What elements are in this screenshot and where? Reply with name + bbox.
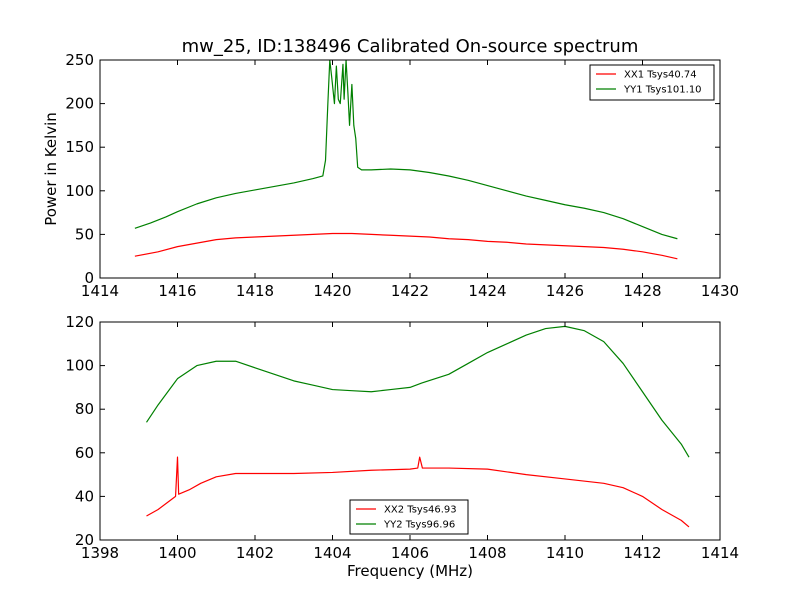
bottom-x-tick-label: 1406: [391, 544, 429, 562]
top-y-tick-label: 50: [75, 225, 94, 243]
bottom-legend-label-xx2: XX2 Tsys46.93: [384, 505, 457, 516]
top-y-tick-label: 0: [84, 269, 94, 287]
top-plot-title: mw_25, ID:138496 Calibrated On-source sp…: [182, 36, 639, 57]
bottom-x-tick-label: 1408: [468, 544, 506, 562]
bottom-plot: 1398 1400 1402 1404 1406 1408 1410 1412 1414 20 40…: [65, 313, 739, 580]
top-x-tick-label: 1422: [391, 282, 429, 300]
bottom-tick-group: 1398 1400 1402 1404 1406 1408 1410 1412 1414 20 40…: [65, 313, 739, 562]
top-legend-box: [589, 64, 715, 101]
top-x-tick-label: 1414: [81, 282, 119, 300]
bottom-y-tick-label: 120: [65, 313, 94, 331]
top-tick-group: 1414 1416 1418 1420 1422 1424 1426 1428 1430 0 50 1…: [65, 51, 739, 300]
bottom-series-line-1: [146, 325, 690, 458]
top-x-tick-label: 1420: [313, 282, 351, 300]
bottom-y-tick-label: 40: [75, 487, 94, 505]
top-y-tick-label: 250: [65, 51, 94, 69]
bottom-y-tick-label: 100: [65, 357, 94, 375]
bottom-legend-label-yy2: YY2 Tsys96.96: [383, 520, 455, 531]
top-legend: XX1 Tsys40.74 YY1 Tsys101.10: [589, 64, 715, 101]
top-y-axis-label: Power in Kelvin: [42, 112, 60, 226]
top-y-tick-label: 100: [65, 182, 94, 200]
top-plot: mw_25, ID:138496 Calibrated On-source sp…: [42, 36, 739, 300]
top-series-line-1: [134, 60, 678, 240]
top-series-line-0: [134, 232, 678, 260]
bottom-x-tick-label: 1402: [236, 544, 274, 562]
top-x-tick-label: 1430: [701, 282, 739, 300]
bottom-x-tick-label: 1400: [158, 544, 196, 562]
top-x-tick-label: 1418: [236, 282, 274, 300]
bottom-legend: XX2 Tsys46.93 YY2 Tsys96.96: [349, 499, 469, 535]
top-series-group: [134, 60, 678, 260]
bottom-x-tick-label: 1410: [546, 544, 584, 562]
bottom-x-tick-label: 1414: [701, 544, 739, 562]
bottom-legend-box: [349, 499, 469, 535]
top-x-tick-label: 1416: [158, 282, 196, 300]
top-x-tick-label: 1426: [546, 282, 584, 300]
top-legend-label-yy1: YY1 Tsys101.10: [623, 85, 702, 96]
bottom-series-line-0: [146, 456, 690, 528]
bottom-series-group: [146, 325, 690, 528]
top-x-tick-label: 1424: [468, 282, 506, 300]
bottom-x-tick-label: 1412: [623, 544, 661, 562]
bottom-x-axis-label: Frequency (MHz): [347, 562, 473, 580]
bottom-y-tick-label: 20: [75, 531, 94, 549]
top-y-tick-label: 200: [65, 95, 94, 113]
top-x-tick-label: 1428: [623, 282, 661, 300]
bottom-y-tick-label: 60: [75, 444, 94, 462]
top-y-tick-label: 150: [65, 138, 94, 156]
bottom-y-tick-label: 80: [75, 400, 94, 418]
bottom-x-tick-label: 1398: [81, 544, 119, 562]
bottom-x-tick-label: 1404: [313, 544, 351, 562]
top-legend-label-xx1: XX1 Tsys40.74: [624, 70, 697, 81]
